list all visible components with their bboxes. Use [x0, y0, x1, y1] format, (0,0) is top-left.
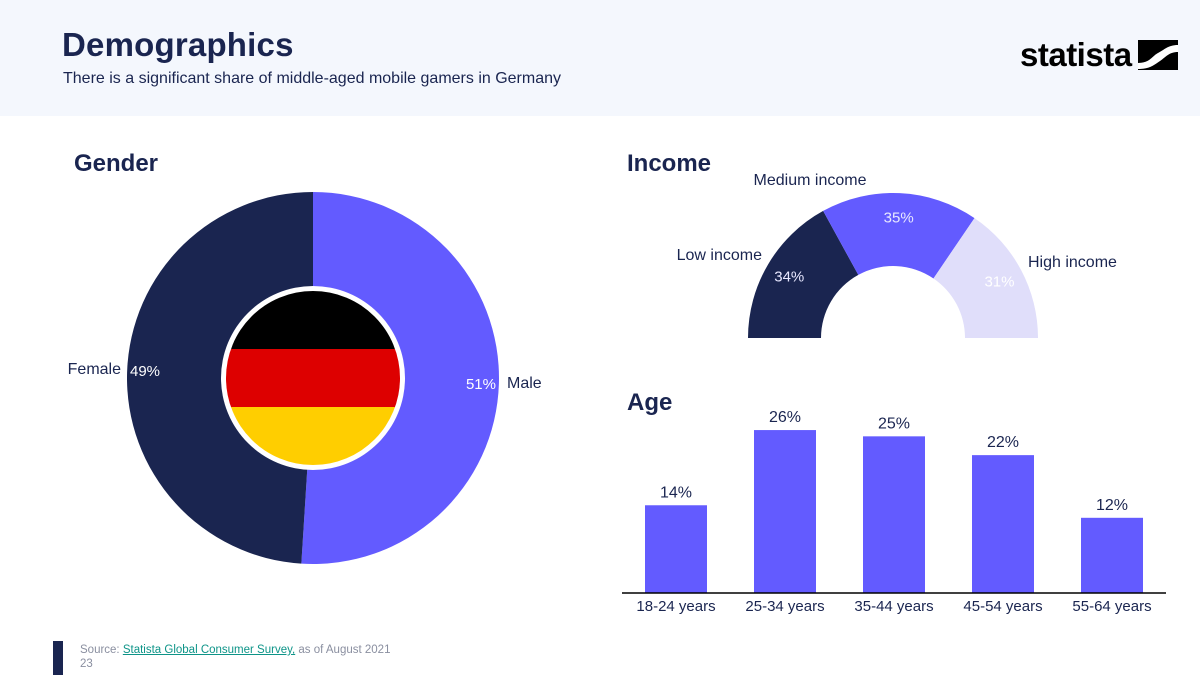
x-tick-label: 18-24 years	[636, 598, 715, 615]
header: Demographics There is a significant shar…	[0, 0, 1200, 116]
income-title: Income	[627, 150, 712, 177]
page-title: Demographics	[62, 26, 294, 63]
footer-accent-bar	[53, 641, 63, 675]
page-subtitle: There is a significant share of middle-a…	[63, 70, 562, 87]
gender-title: Gender	[74, 150, 159, 177]
x-tick-label: 45-54 years	[963, 598, 1042, 615]
bar-25-34-years	[754, 430, 816, 593]
bar-value-label: 22%	[987, 434, 1019, 451]
slice-value-label: 31%	[984, 274, 1014, 291]
age-bar-chart: 14% 18-24 years 26% 25-34 years 25% 35-44 yea…	[622, 409, 1166, 615]
bar-45-54-years	[972, 455, 1034, 593]
bar-35-44-years	[863, 436, 925, 593]
slice-value-label: 51%	[466, 376, 496, 393]
source-prefix: Source:	[80, 644, 123, 656]
semi-donut-slice-low-income	[748, 210, 859, 338]
statista-logo[interactable]: statista	[1020, 36, 1178, 74]
slice-value-label: 35%	[884, 210, 914, 227]
x-tick-label: 35-44 years	[854, 598, 933, 615]
slice-value-label: 34%	[774, 269, 804, 286]
semi-donut-slice-medium-income	[823, 193, 975, 279]
slice-name-label: Low income	[677, 247, 762, 264]
age-title: Age	[627, 389, 673, 416]
x-tick-label: 25-34 years	[745, 598, 824, 615]
pie-slice-female	[126, 192, 314, 564]
logo-text: statista	[1020, 36, 1132, 73]
x-tick-label: 55-64 years	[1072, 598, 1151, 615]
gender-donut-chart: 51% Male 49% Female	[68, 192, 542, 564]
bar-55-64-years	[1081, 517, 1143, 593]
bar-18-24-years	[645, 505, 707, 593]
slice-name-label: Female	[68, 361, 121, 378]
semi-donut-slice-high-income	[933, 218, 1038, 338]
source-suffix: as of August 2021	[295, 644, 391, 656]
bar-value-label: 26%	[769, 409, 801, 426]
page-number: 23	[80, 658, 93, 670]
income-semi-donut-chart: 34% 35% 31% Low income Medium income High inc…	[677, 172, 1117, 338]
germany-flag-icon	[221, 286, 405, 470]
bar-value-label: 12%	[1096, 497, 1128, 514]
statista-mark-icon	[1137, 40, 1178, 70]
slice-value-label: 49%	[130, 363, 160, 380]
source-link[interactable]: Statista Global Consumer Survey,	[122, 644, 296, 656]
bar-value-label: 25%	[878, 415, 910, 432]
slice-name-label: Male	[507, 375, 542, 392]
bar-value-label: 14%	[660, 484, 692, 501]
slice-name-label: Medium income	[754, 172, 867, 189]
slice-name-label: High income	[1028, 254, 1117, 271]
source-note: Source: Statista Global Consumer Survey,…	[80, 644, 390, 656]
